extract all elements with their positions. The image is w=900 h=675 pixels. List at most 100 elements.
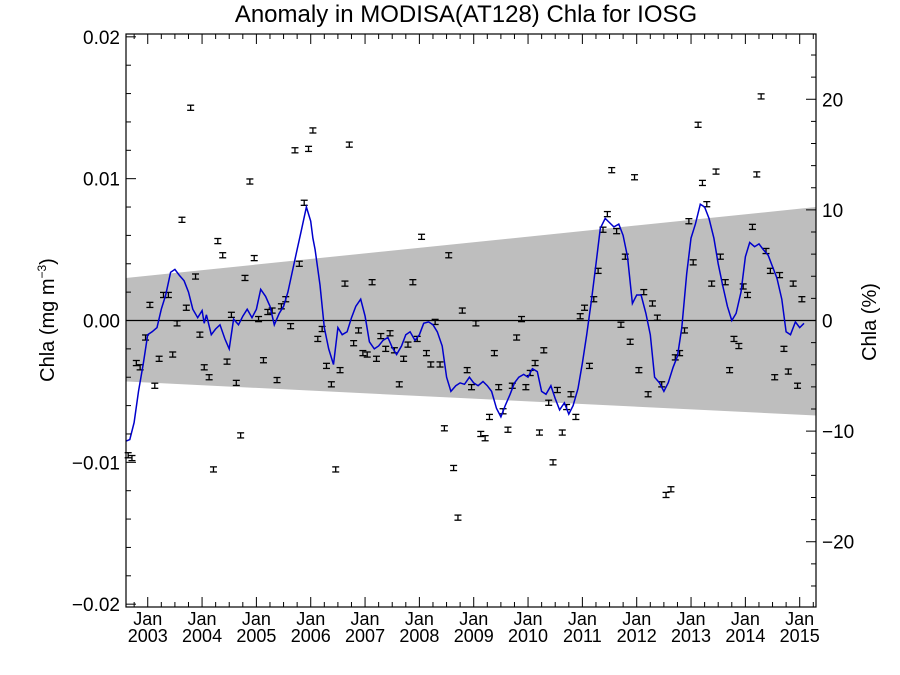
x-tick-year-label: 2015	[780, 626, 820, 646]
data-point	[386, 330, 394, 337]
left-tick-label: −0.02	[72, 595, 120, 616]
data-point	[771, 374, 779, 381]
data-point	[603, 210, 611, 218]
data-point	[377, 332, 385, 340]
data-point	[205, 374, 213, 381]
data-point	[549, 459, 557, 466]
data-point	[477, 430, 485, 438]
data-point	[322, 362, 330, 370]
data-point	[291, 147, 299, 154]
x-tick-year-label: 2009	[454, 626, 494, 646]
data-point	[200, 364, 208, 371]
data-point	[227, 311, 235, 319]
data-point	[173, 320, 181, 327]
data-point	[481, 435, 489, 442]
y-axis-label-left: Chla (mg m−3)	[35, 258, 59, 382]
x-tick-year-label: 2004	[182, 626, 222, 646]
right-tick-label: 20	[822, 90, 843, 111]
data-point	[232, 379, 240, 387]
data-point	[246, 178, 254, 185]
x-tick-month-label: Jan	[296, 609, 325, 629]
data-point	[214, 237, 222, 245]
y-axis-label-right: Chla (%)	[859, 283, 881, 361]
x-tick-year-label: 2003	[128, 626, 168, 646]
data-point	[223, 358, 231, 365]
data-point	[237, 432, 245, 439]
trend-band	[126, 207, 816, 416]
data-point	[522, 383, 530, 391]
data-point	[440, 425, 448, 432]
data-point	[146, 301, 154, 309]
data-point	[250, 254, 258, 262]
x-tick-year-label: 2012	[617, 626, 657, 646]
chart-title: Anomaly in MODISA(AT128) Chla for IOSG	[235, 1, 697, 28]
data-point	[327, 381, 335, 388]
data-point	[794, 382, 802, 389]
data-point	[336, 366, 344, 374]
x-tick-month-label: Jan	[568, 609, 597, 629]
data-point	[309, 127, 317, 134]
data-point	[287, 322, 295, 330]
data-point	[653, 314, 661, 321]
data-point	[332, 466, 340, 473]
data-point	[780, 345, 788, 353]
data-point	[368, 279, 376, 286]
data-point	[300, 199, 308, 206]
data-point	[689, 259, 697, 266]
data-point	[694, 121, 702, 128]
data-point	[404, 341, 412, 348]
data-point	[513, 334, 521, 341]
data-point	[463, 366, 471, 374]
data-point	[576, 313, 584, 320]
data-point	[450, 464, 458, 472]
data-point	[255, 315, 263, 323]
x-tick-year-label: 2014	[725, 626, 765, 646]
data-point	[757, 93, 765, 100]
left-tick-label: 0.00	[83, 312, 120, 333]
data-point	[708, 280, 716, 287]
data-point	[359, 349, 367, 357]
data-point	[151, 382, 159, 389]
data-point	[295, 260, 303, 267]
data-point	[382, 345, 390, 353]
data-point	[341, 280, 349, 287]
data-point	[644, 391, 652, 398]
x-tick-month-label: Jan	[133, 609, 162, 629]
data-point	[422, 349, 430, 357]
data-point	[355, 327, 363, 334]
left-tick-label: −0.01	[72, 453, 120, 474]
data-point	[169, 351, 177, 358]
data-point	[454, 514, 462, 521]
data-point	[567, 391, 575, 398]
data-point	[490, 349, 498, 357]
tick-labels: 0.020.010.00−0.01−0.0220100−10−20Jan2003…	[72, 28, 854, 646]
data-point	[753, 171, 761, 178]
x-tick-year-label: 2008	[399, 626, 439, 646]
data-point	[748, 223, 756, 231]
right-tick-label: 0	[822, 312, 833, 333]
data-point	[259, 357, 267, 364]
data-point	[784, 368, 792, 375]
data-point	[698, 179, 706, 187]
data-point	[155, 355, 163, 362]
monthly-anomaly-points	[124, 93, 806, 521]
data-point	[468, 383, 476, 391]
data-point	[409, 279, 417, 286]
data-point	[662, 491, 670, 499]
data-point	[436, 361, 444, 368]
x-tick-year-label: 2013	[671, 626, 711, 646]
data-point	[540, 347, 548, 354]
data-point	[631, 174, 639, 181]
x-tick-year-label: 2005	[236, 626, 276, 646]
data-point	[585, 362, 593, 370]
left-tick-label: 0.01	[83, 170, 120, 191]
data-point	[458, 307, 466, 314]
x-tick-month-label: Jan	[405, 609, 434, 629]
data-point	[305, 145, 313, 153]
data-point	[219, 252, 227, 259]
data-point	[418, 233, 426, 241]
data-point	[178, 216, 186, 224]
data-point	[553, 386, 561, 394]
data-point	[472, 320, 480, 327]
smoothed-series	[125, 202, 805, 442]
